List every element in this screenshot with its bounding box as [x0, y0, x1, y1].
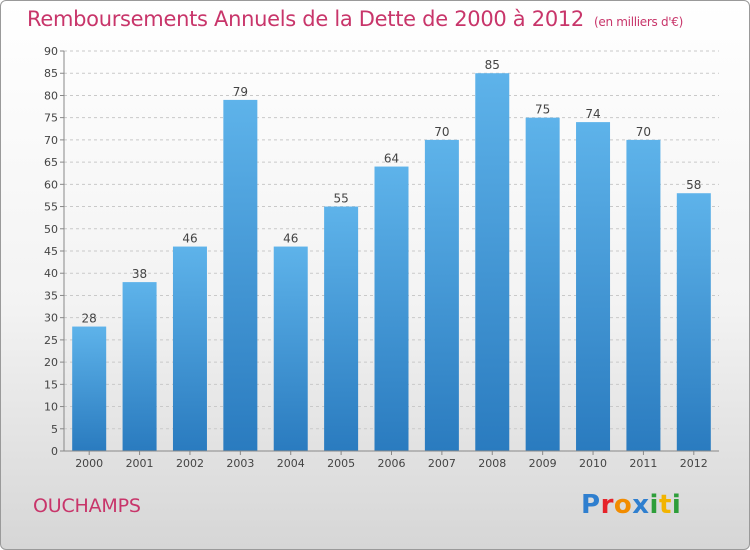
y-tick-label: 25 [44, 334, 58, 347]
y-tick-label: 20 [44, 356, 58, 369]
bar-value-label: 79 [233, 85, 248, 99]
bar [626, 139, 661, 451]
bar-value-label: 46 [182, 232, 197, 246]
bar [122, 282, 157, 451]
bar [172, 246, 207, 451]
y-tick-label: 65 [44, 156, 58, 169]
bar-value-label: 74 [585, 107, 600, 121]
x-tick-label: 2003 [226, 457, 254, 470]
x-axis: 2000 2001 2002 2003 2004 2005 2006 2007 2008 2009… [64, 450, 719, 470]
bar-value-label: 38 [132, 267, 147, 281]
y-tick-label: 45 [44, 245, 58, 258]
x-tick-label: 2007 [428, 457, 456, 470]
bar [223, 99, 258, 451]
y-tick-label: 15 [44, 378, 58, 391]
x-tick-label: 2008 [478, 457, 506, 470]
x-tick-label: 2011 [629, 457, 657, 470]
y-axis: 0 5 10 15 20 25 30 35 40 45 50 55 60 65 70 75 80 85 90 [44, 45, 65, 458]
bar [273, 246, 308, 451]
x-tick-label: 2000 [75, 457, 103, 470]
logo-letter: r [600, 490, 614, 520]
bar-value-label: 46 [283, 232, 298, 246]
chart-subtitle: (en milliers d'€) [594, 15, 684, 29]
logo-letter: x [632, 490, 650, 520]
y-tick-label: 40 [44, 267, 58, 280]
logo-letter: i [649, 490, 659, 520]
y-tick-label: 10 [44, 401, 58, 414]
y-tick-label: 85 [44, 67, 58, 80]
bar-value-label: 70 [434, 125, 449, 139]
bar-value-label: 75 [535, 103, 550, 117]
chart-title: Remboursements Annuels de la Dette de 20… [27, 7, 683, 31]
x-tick-label: 2002 [176, 457, 204, 470]
bar-value-label: 64 [384, 152, 399, 166]
bar [72, 326, 107, 451]
bar [374, 166, 409, 452]
y-tick-label: 55 [44, 201, 58, 214]
bar-value-label: 28 [82, 312, 97, 326]
proxiti-logo: Proxiti [581, 490, 681, 520]
x-tick-label: 2005 [327, 457, 355, 470]
x-tick-label: 2006 [378, 457, 406, 470]
bar-value-label: 58 [686, 178, 701, 192]
bar-value-label: 85 [485, 58, 500, 72]
bars: 28 38 46 79 46 55 64 70 85 75 74 70 58 [72, 58, 711, 452]
logo-letter: t [658, 490, 672, 520]
bar [324, 206, 359, 451]
y-tick-label: 80 [44, 89, 58, 102]
bar [676, 193, 711, 451]
bar [424, 139, 459, 451]
x-tick-label: 2001 [126, 457, 154, 470]
logo-letter: o [613, 490, 633, 520]
bar-value-label: 70 [636, 125, 651, 139]
y-tick-label: 70 [44, 134, 58, 147]
bar [576, 122, 611, 451]
y-tick-label: 30 [44, 312, 58, 325]
x-tick-label: 2004 [277, 457, 305, 470]
bar [475, 73, 510, 451]
y-tick-label: 35 [44, 289, 58, 302]
commune-name: OUCHAMPS [33, 495, 141, 517]
x-tick-label: 2009 [529, 457, 557, 470]
x-tick-label: 2012 [680, 457, 708, 470]
logo-letter: i [671, 490, 682, 520]
y-tick-label: 90 [44, 45, 58, 58]
y-tick-label: 50 [44, 223, 58, 236]
y-tick-label: 0 [51, 445, 58, 458]
bar [525, 117, 560, 452]
logo-letter: P [581, 490, 601, 520]
bar-value-label: 55 [333, 192, 348, 206]
y-tick-label: 75 [44, 112, 58, 125]
y-tick-label: 5 [51, 423, 58, 436]
y-tick-label: 60 [44, 178, 58, 191]
chart-title-text: Remboursements Annuels de la Dette de 20… [27, 7, 584, 31]
x-tick-label: 2010 [579, 457, 607, 470]
